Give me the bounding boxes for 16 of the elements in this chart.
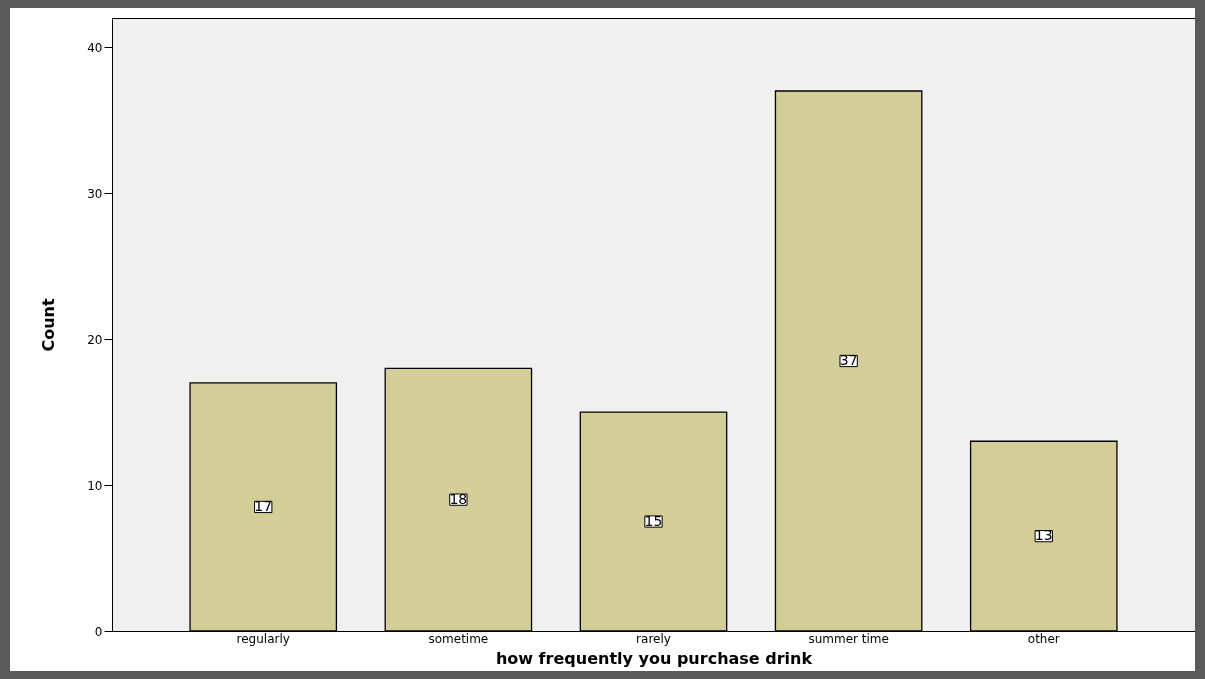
x-tick-label: summer time: [808, 631, 889, 646]
y-axis-title: Count: [39, 298, 59, 352]
x-tick-label: other: [1027, 631, 1060, 646]
data-label: 37: [839, 351, 858, 368]
y-tick-label: 30: [87, 186, 103, 201]
data-label: 17: [254, 497, 273, 514]
y-tick-label: 40: [87, 40, 103, 55]
y-tick-label: 20: [87, 332, 103, 347]
y-tick-label: 0: [94, 624, 103, 639]
y-tick-label: 10: [87, 478, 103, 493]
x-tick-label: sometime: [428, 631, 489, 646]
x-axis-title: how frequently you purchase drink: [495, 648, 813, 668]
data-label: 15: [644, 512, 663, 529]
data-label: 18: [449, 490, 468, 507]
x-tick-label: regularly: [236, 631, 290, 646]
x-tick-label: rarely: [636, 631, 671, 646]
